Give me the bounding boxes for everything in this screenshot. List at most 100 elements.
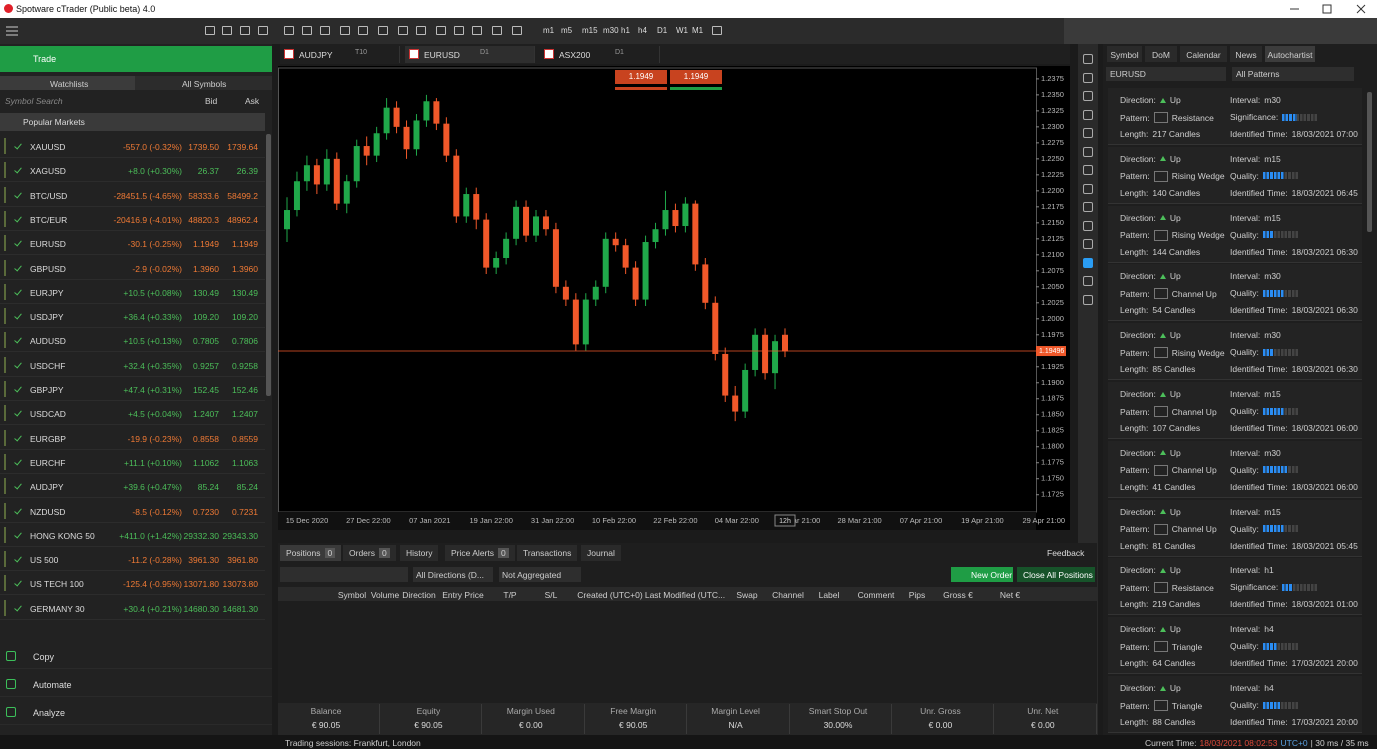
toolbar-icon[interactable] (454, 26, 464, 35)
close-all-button[interactable]: Close All Positions (1017, 567, 1095, 582)
watchlist-row[interactable]: USDCAD +4.5 (+0.04%) 1.2407 1.2407 (0, 401, 265, 426)
panel-tab[interactable]: Symbol (1107, 46, 1142, 62)
toolbar-icon[interactable] (205, 26, 215, 35)
bottom-tab[interactable]: History (400, 545, 439, 561)
panel-tab[interactable]: Calendar (1180, 46, 1227, 62)
toolbar-icon[interactable] (258, 26, 268, 35)
drawing-tool[interactable] (1083, 109, 1093, 120)
chart-tab[interactable] (540, 46, 660, 63)
drawing-tool[interactable] (1083, 239, 1093, 249)
bottom-tab[interactable]: Price Alerts 0 (445, 545, 515, 561)
watchlist-row[interactable]: XAUUSD -557.0 (-0.32%) 1739.50 1739.64 (0, 134, 265, 158)
toolbar-icon[interactable] (416, 26, 426, 35)
new-order-button[interactable]: New Order (951, 567, 1013, 582)
panel-tab[interactable]: DoM (1145, 46, 1177, 62)
toolbar-icon[interactable] (340, 26, 350, 35)
tab[interactable] (0, 76, 135, 90)
aggregation-filter[interactable]: Not Aggregated (499, 567, 581, 582)
window-controls[interactable] (1285, 3, 1375, 15)
timeframe[interactable]: M1 (692, 26, 704, 35)
watchlist-row[interactable]: EURJPY +10.5 (+0.08%) 130.49 130.49 (0, 280, 265, 304)
toolbar-icon[interactable] (222, 26, 232, 35)
drawing-tool[interactable] (1083, 294, 1093, 305)
bottom-tab[interactable]: Transactions (517, 545, 578, 561)
pattern-card[interactable]: Direction: Up Interval: m15 Pattern: Rising W… (1108, 146, 1362, 204)
pattern-card[interactable]: Direction: Up Interval: h1 Pattern: Resistanc… (1108, 558, 1362, 616)
symbol-select[interactable]: EURUSD (1106, 67, 1226, 81)
pattern-card[interactable]: Direction: Up Interval: m15 Pattern: Rising W… (1108, 205, 1362, 263)
timeframe[interactable]: h1 (621, 26, 630, 35)
group-header[interactable] (0, 113, 265, 131)
pattern-card[interactable]: Direction: Up Interval: m15 Pattern: Channel … (1108, 499, 1362, 557)
watchlist-row[interactable]: US TECH 100 -125.4 (-0.95%) 13071.80 13073.… (0, 571, 265, 596)
bottom-tab[interactable]: Journal (581, 545, 621, 561)
pattern-card[interactable]: Direction: Up Interval: m30 Pattern: Channel … (1108, 440, 1362, 498)
drawing-tool[interactable] (1083, 276, 1093, 286)
timeframe[interactable]: m30 (603, 26, 619, 35)
drawing-tool[interactable] (1083, 220, 1093, 231)
watchlist-row[interactable]: GBPJPY +47.4 (+0.31%) 152.45 152.46 (0, 377, 265, 401)
trade-button[interactable] (0, 46, 272, 72)
timeframe[interactable]: h4 (638, 26, 647, 35)
nav-item[interactable] (0, 699, 272, 725)
timezone[interactable]: UTC+0 (1280, 738, 1308, 748)
timeframe[interactable]: W1 (676, 26, 688, 35)
toolbar-icon[interactable] (240, 26, 250, 35)
bottom-tab[interactable]: Orders 0 (343, 545, 396, 561)
watchlist-row[interactable]: USDJPY +36.4 (+0.33%) 109.20 109.20 (0, 304, 265, 329)
toolbar-icon[interactable] (492, 26, 502, 35)
scrollbar[interactable] (266, 134, 271, 396)
watchlist-row[interactable]: GERMANY 30 +30.4 (+0.21%) 14680.30 14681.30 (0, 596, 265, 620)
timeframe[interactable]: m5 (561, 26, 573, 35)
toolbar-icon[interactable] (436, 26, 446, 35)
bottom-tab[interactable]: Positions 0 (280, 545, 342, 561)
watchlist-row[interactable]: BTC/EUR -20416.9 (-4.01%) 48820.3 48962.4 (0, 207, 265, 231)
watchlist-row[interactable]: HONG KONG 50 +411.0 (+1.42%) 29332.30 29343… (0, 523, 265, 547)
drawing-tool[interactable] (1083, 202, 1093, 212)
symbol-search[interactable]: Symbol Search (5, 96, 63, 106)
watchlist-row[interactable]: NZDUSD -8.5 (-0.12%) 0.7230 0.7231 (0, 499, 265, 523)
panel-tab[interactable]: Autochartist (1265, 46, 1315, 62)
quote-button[interactable] (670, 70, 722, 84)
drawing-tool[interactable] (1083, 165, 1093, 175)
watchlist-row[interactable]: EURUSD -30.1 (-0.25%) 1.1949 1.1949 (0, 231, 265, 256)
toolbar-icon[interactable] (378, 26, 388, 35)
toolbar-icon[interactable] (472, 26, 482, 35)
tab[interactable] (135, 76, 272, 90)
watchlist-row[interactable]: AUDJPY +39.6 (+0.47%) 85.24 85.24 (0, 474, 265, 499)
timeframe[interactable]: m15 (582, 26, 598, 35)
drawing-tool[interactable] (1083, 128, 1093, 138)
watchlist-row[interactable]: USDCHF +32.4 (+0.35%) 0.9257 0.9258 (0, 353, 265, 377)
feedback[interactable]: Feedback (1047, 548, 1085, 558)
drawing-tool[interactable] (1083, 183, 1093, 194)
watchlist-row[interactable]: XAGUSD +8.0 (+0.30%) 26.37 26.39 (0, 158, 265, 183)
watchlist-row[interactable]: BTC/USD -28451.5 (-4.65%) 58333.6 58499.2 (0, 183, 265, 207)
toolbar-icon[interactable] (284, 26, 294, 35)
watchlist-row[interactable]: EURGBP -19.9 (-0.23%) 0.8558 0.8559 (0, 426, 265, 450)
watchlist-row[interactable]: US 500 -11.2 (-0.28%) 3961.30 3961.80 (0, 547, 265, 572)
drawing-tool[interactable] (1083, 72, 1093, 83)
toolbar-icon[interactable] (320, 26, 330, 35)
pattern-card[interactable]: Direction: Up Interval: h4 Pattern: Triangle Q… (1108, 617, 1362, 675)
nav-item[interactable] (0, 671, 272, 697)
quote-button[interactable] (615, 70, 667, 84)
toolbar-icon[interactable] (512, 26, 522, 35)
panel-tab[interactable]: News (1230, 46, 1262, 62)
pattern-card[interactable]: Direction: Up Interval: m30 Pattern: Resistan… (1108, 88, 1362, 145)
drawing-tool[interactable] (1083, 146, 1093, 157)
pattern-card[interactable]: Direction: Up Interval: h4 Pattern: Triangle Q… (1108, 676, 1362, 733)
toolbar-icon[interactable] (302, 26, 312, 35)
watchlist-row[interactable]: AUDUSD +10.5 (+0.13%) 0.7805 0.7806 (0, 328, 265, 353)
scrollbar[interactable] (1367, 92, 1372, 232)
direction-filter[interactable]: All Directions (D... (413, 567, 493, 582)
watchlist-row[interactable]: EURCHF +11.1 (+0.10%) 1.1062 1.1063 (0, 450, 265, 474)
position-search[interactable] (280, 567, 408, 582)
timeframe[interactable]: D1 (657, 26, 668, 35)
watchlist-row[interactable]: GBPUSD -2.9 (-0.02%) 1.3960 1.3960 (0, 256, 265, 280)
price-chart[interactable]: 1.2375 1.2350 1.2325 1.2300 1.2275 1.2250 1.22… (278, 66, 1070, 530)
drawing-tool[interactable] (1083, 257, 1093, 268)
pattern-card[interactable]: Direction: Up Interval: m15 Pattern: Channel … (1108, 382, 1362, 439)
drawing-tool[interactable] (1083, 91, 1093, 101)
toolbar-icon[interactable] (358, 26, 368, 35)
toolbar-icon[interactable] (712, 26, 722, 35)
